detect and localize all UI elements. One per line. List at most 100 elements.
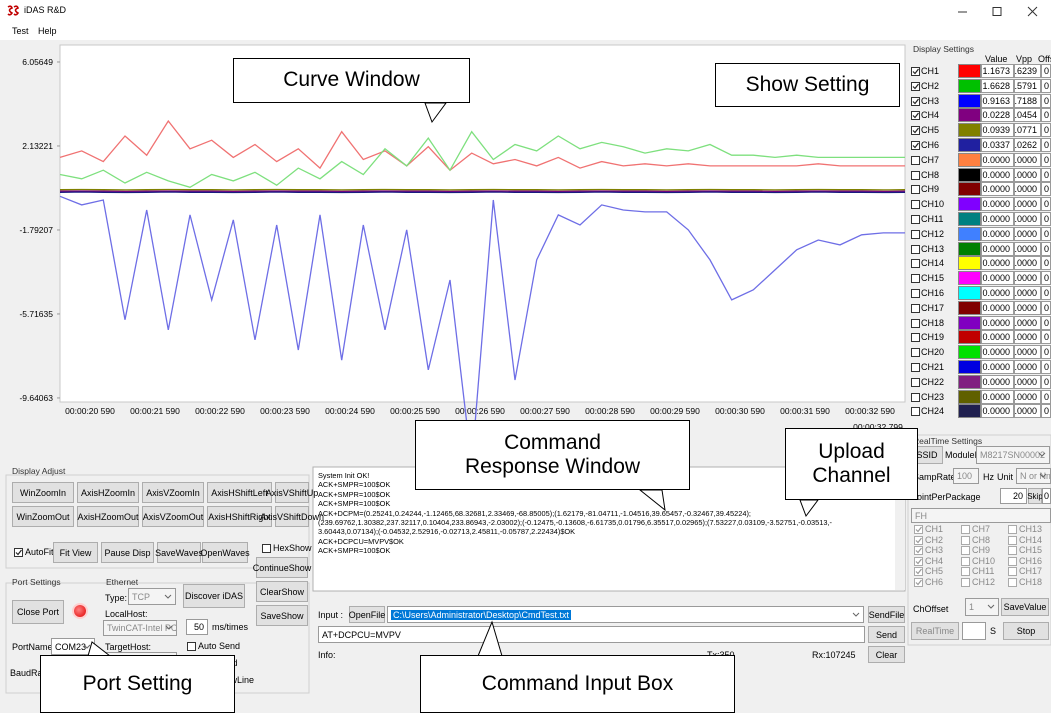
- button[interactable]: Discover iDAS: [183, 584, 245, 608]
- color-swatch[interactable]: [958, 123, 981, 138]
- checkbox[interactable]: [911, 363, 920, 372]
- text-field[interactable]: 0: [1041, 271, 1051, 286]
- text-field[interactable]: 0.0000: [1014, 345, 1041, 360]
- text-field[interactable]: 0.0000: [1014, 315, 1041, 330]
- checkbox[interactable]: [911, 185, 920, 195]
- button[interactable]: SaveWaves: [155, 542, 203, 563]
- checkbox[interactable]: [1008, 578, 1017, 587]
- button[interactable]: SendFile: [868, 606, 905, 623]
- color-swatch[interactable]: [958, 404, 981, 419]
- color-swatch[interactable]: [958, 374, 981, 389]
- checkbox[interactable]: [187, 642, 196, 651]
- text-field[interactable]: 0: [1041, 374, 1051, 389]
- text-field[interactable]: 0.0000: [981, 167, 1014, 182]
- text-field[interactable]: 0: [1041, 360, 1051, 374]
- text-field[interactable]: 0: [1041, 108, 1051, 123]
- text-field[interactable]: 0.0000: [981, 241, 1014, 256]
- text-field[interactable]: 0.0000: [1014, 241, 1041, 256]
- text-field[interactable]: [962, 622, 986, 640]
- checkbox[interactable]: [911, 377, 920, 387]
- text-field[interactable]: 0.0000: [1014, 182, 1041, 197]
- text-field[interactable]: 0.0000: [1014, 167, 1041, 182]
- button[interactable]: AxisVZoomOut: [142, 506, 204, 527]
- text-field[interactable]: 0.0228: [981, 108, 1014, 123]
- checkbox[interactable]: [911, 289, 920, 298]
- text-field[interactable]: 0.0454: [1014, 108, 1041, 123]
- text-field[interactable]: 0.0000: [981, 360, 1014, 374]
- checkbox[interactable]: [911, 200, 920, 210]
- color-swatch[interactable]: [958, 345, 981, 360]
- maximize-button[interactable]: [992, 7, 1002, 16]
- button[interactable]: OpenFile: [349, 606, 385, 623]
- text-field[interactable]: 0.0262: [1014, 138, 1041, 152]
- button[interactable]: Pause Disp: [101, 542, 154, 563]
- text-field[interactable]: 0.0000: [1014, 212, 1041, 226]
- text-field[interactable]: 0.0000: [1014, 404, 1041, 419]
- text-field[interactable]: 0: [1041, 404, 1051, 419]
- button[interactable]: AxisVShiftUp: [266, 482, 318, 503]
- checkbox[interactable]: [961, 578, 970, 587]
- text-field[interactable]: 0: [1041, 152, 1051, 167]
- checkbox[interactable]: [911, 274, 920, 284]
- button[interactable]: Clear: [868, 646, 905, 663]
- color-swatch[interactable]: [958, 271, 981, 286]
- text-field[interactable]: 0: [1041, 93, 1051, 108]
- text-field[interactable]: 0.0939: [981, 123, 1014, 138]
- text-field[interactable]: 0: [1041, 226, 1051, 241]
- button[interactable]: SaveShow: [256, 605, 308, 626]
- text-field[interactable]: -0.9163: [981, 93, 1014, 108]
- button[interactable]: WinZoomOut: [12, 506, 74, 527]
- color-swatch[interactable]: [958, 197, 981, 212]
- text-field[interactable]: AT+DCPCU=MVPV: [318, 626, 865, 643]
- text-field[interactable]: 0.0000: [1014, 197, 1041, 212]
- button[interactable]: AxisHZoomOut: [77, 506, 139, 527]
- checkbox[interactable]: [961, 546, 970, 556]
- color-swatch[interactable]: [958, 241, 981, 256]
- button[interactable]: Send: [868, 626, 905, 643]
- checkbox[interactable]: [262, 544, 271, 553]
- text-field[interactable]: 0: [1042, 488, 1051, 504]
- checkbox[interactable]: [914, 578, 923, 587]
- button[interactable]: Skip: [1027, 488, 1043, 504]
- checkbox[interactable]: [914, 567, 923, 577]
- checkbox[interactable]: [911, 215, 920, 224]
- text-field[interactable]: 50: [186, 619, 208, 635]
- button[interactable]: RealTime: [911, 622, 959, 640]
- text-field[interactable]: 0: [1041, 300, 1051, 315]
- text-field[interactable]: 20: [1000, 488, 1027, 504]
- text-field[interactable]: 0: [1041, 123, 1051, 138]
- text-field[interactable]: FH: [911, 508, 1051, 523]
- combo-box[interactable]: COM23: [51, 638, 95, 655]
- button[interactable]: AxisHZoomIn: [77, 482, 139, 503]
- checkbox[interactable]: [911, 141, 920, 150]
- button[interactable]: Close Port: [12, 600, 64, 624]
- checkbox[interactable]: [911, 229, 920, 239]
- checkbox[interactable]: [911, 318, 920, 328]
- checkbox[interactable]: [911, 96, 920, 106]
- scrollbar[interactable]: [895, 468, 905, 590]
- button[interactable]: ClearShow: [256, 581, 308, 602]
- combo-box[interactable]: M8217SN00002: [976, 446, 1050, 464]
- text-field[interactable]: 0.0000: [981, 271, 1014, 286]
- button[interactable]: AxisHShiftRight: [207, 506, 272, 527]
- text-field[interactable]: 0.0000: [981, 345, 1014, 360]
- color-swatch[interactable]: [958, 360, 981, 374]
- button[interactable]: WinZoomIn: [12, 482, 74, 503]
- text-field[interactable]: 1.6628: [981, 78, 1014, 93]
- text-field[interactable]: 0: [1041, 138, 1051, 152]
- button[interactable]: Fit View: [53, 542, 98, 563]
- checkbox[interactable]: [911, 333, 920, 343]
- text-field[interactable]: 0.0000: [981, 389, 1014, 404]
- text-field[interactable]: 0: [1041, 286, 1051, 300]
- text-field[interactable]: 1.1673: [981, 64, 1014, 78]
- text-field[interactable]: 0.0000: [981, 315, 1014, 330]
- text-field[interactable]: 0: [1041, 64, 1051, 78]
- text-field[interactable]: 0.0000: [981, 197, 1014, 212]
- checkbox[interactable]: [914, 535, 923, 545]
- color-swatch[interactable]: [958, 64, 981, 78]
- combo-box[interactable]: TCP: [128, 588, 176, 605]
- checkbox[interactable]: [914, 525, 923, 534]
- checkbox[interactable]: [911, 303, 920, 313]
- menu-item[interactable]: Test: [12, 26, 29, 36]
- text-field[interactable]: 100: [953, 468, 979, 484]
